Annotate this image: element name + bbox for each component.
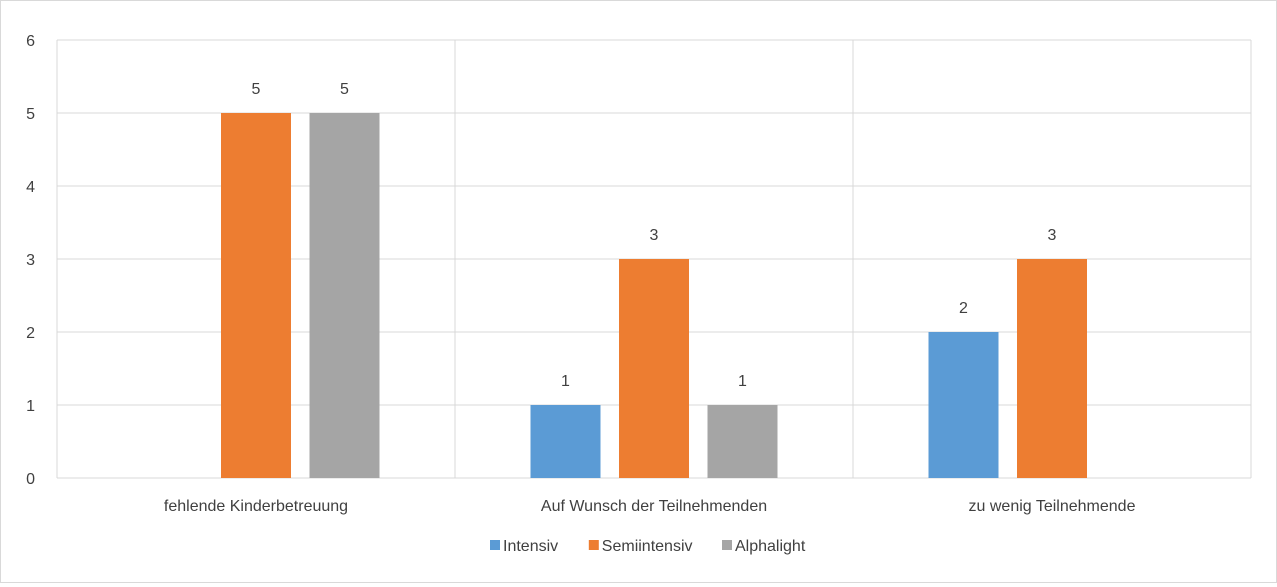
x-tick-label: zu wenig Teilnehmende: [969, 498, 1136, 515]
data-label: 1: [738, 373, 747, 390]
x-tick-label: Auf Wunsch der Teilnehmenden: [541, 498, 767, 515]
y-tick-label: 5: [26, 106, 35, 123]
y-tick-label: 0: [26, 471, 35, 488]
x-tick-label: fehlende Kinderbetreuung: [164, 498, 348, 515]
data-label: 2: [959, 300, 968, 317]
legend-label-intensiv: Intensiv: [503, 538, 558, 555]
data-label: 5: [340, 81, 349, 98]
bar-semiintensiv-0: [221, 113, 291, 478]
bar-layer: [221, 113, 1087, 478]
legend-label-semiintensiv: Semiintensiv: [602, 538, 693, 555]
bar-intensiv-1: [530, 405, 601, 478]
label-layer: 5 5 1 3 1 2 3: [252, 81, 1057, 390]
legend-label-alphalight: Alphalight: [735, 538, 806, 555]
legend-swatch-intensiv: [490, 540, 500, 550]
data-label: 3: [650, 227, 659, 244]
y-tick-label: 1: [26, 398, 35, 415]
y-tick-label: 4: [26, 179, 35, 196]
data-label: 1: [561, 373, 570, 390]
bar-semiintensiv-1: [619, 259, 689, 478]
y-tick-label: 2: [26, 325, 35, 342]
y-tick-label: 3: [26, 252, 35, 269]
data-label: 5: [252, 81, 261, 98]
data-label: 3: [1048, 227, 1057, 244]
bar-alphalight-1: [707, 405, 778, 478]
y-tick-label: 6: [26, 33, 35, 50]
axis-layer: 0 1 2 3 4 5 6 fehlende Kinderbetreuung Auf Wunsc…: [26, 33, 1135, 515]
legend: Intensiv Semiintensiv Alphalight: [490, 538, 806, 555]
bar-alphalight-0: [309, 113, 380, 478]
legend-swatch-semiintensiv: [588, 540, 599, 550]
bar-semiintensiv-2: [1017, 259, 1087, 478]
bar-intensiv-2: [928, 332, 999, 478]
legend-swatch-alphalight: [722, 540, 732, 550]
